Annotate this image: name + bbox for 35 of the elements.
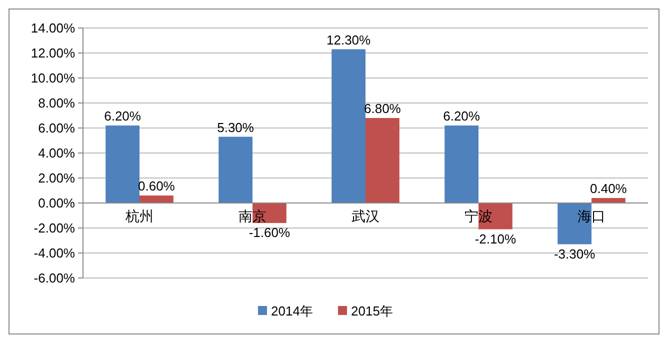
y-tick-label: 4.00%	[38, 146, 76, 161]
data-label: -2.10%	[474, 231, 516, 246]
data-label: 5.30%	[217, 120, 254, 135]
y-tick-label: -6.00%	[34, 270, 76, 286]
y-tick-label: -4.00%	[34, 246, 76, 261]
y-tick-label: 2.00%	[38, 170, 76, 186]
bar	[366, 118, 400, 203]
data-label: -3.30%	[554, 246, 596, 262]
x-tick-label: 武汉	[352, 208, 380, 224]
x-tick-label: 杭州	[124, 208, 154, 224]
x-tick-label: 宁波	[464, 208, 492, 224]
data-label: 12.30%	[326, 32, 372, 48]
data-label: 6.20%	[443, 108, 480, 124]
bar	[592, 198, 626, 203]
legend-label: 2014年	[271, 304, 313, 319]
y-tick-label: -2.00%	[34, 220, 76, 236]
data-label: 6.20%	[104, 108, 142, 124]
legend-label: 2015年	[351, 304, 393, 319]
data-label: 0.40%	[590, 181, 628, 196]
y-tick-label: 0.00%	[38, 196, 76, 211]
bar	[558, 203, 592, 244]
bar	[218, 136, 252, 203]
y-tick-label: 14.00%	[30, 20, 76, 36]
bar	[478, 203, 512, 230]
y-tick-label: 10.00%	[30, 70, 76, 86]
bar	[140, 196, 174, 203]
bar	[332, 49, 366, 203]
data-label: -1.60%	[248, 225, 290, 240]
x-tick-label: 南京	[238, 208, 266, 224]
y-tick-label: 12.00%	[30, 46, 76, 61]
y-tick-label: 6.00%	[38, 120, 76, 136]
bar	[106, 126, 140, 203]
x-tick-label: 海口	[578, 208, 606, 224]
bar	[444, 126, 478, 203]
y-tick-label: 8.00%	[38, 96, 76, 111]
